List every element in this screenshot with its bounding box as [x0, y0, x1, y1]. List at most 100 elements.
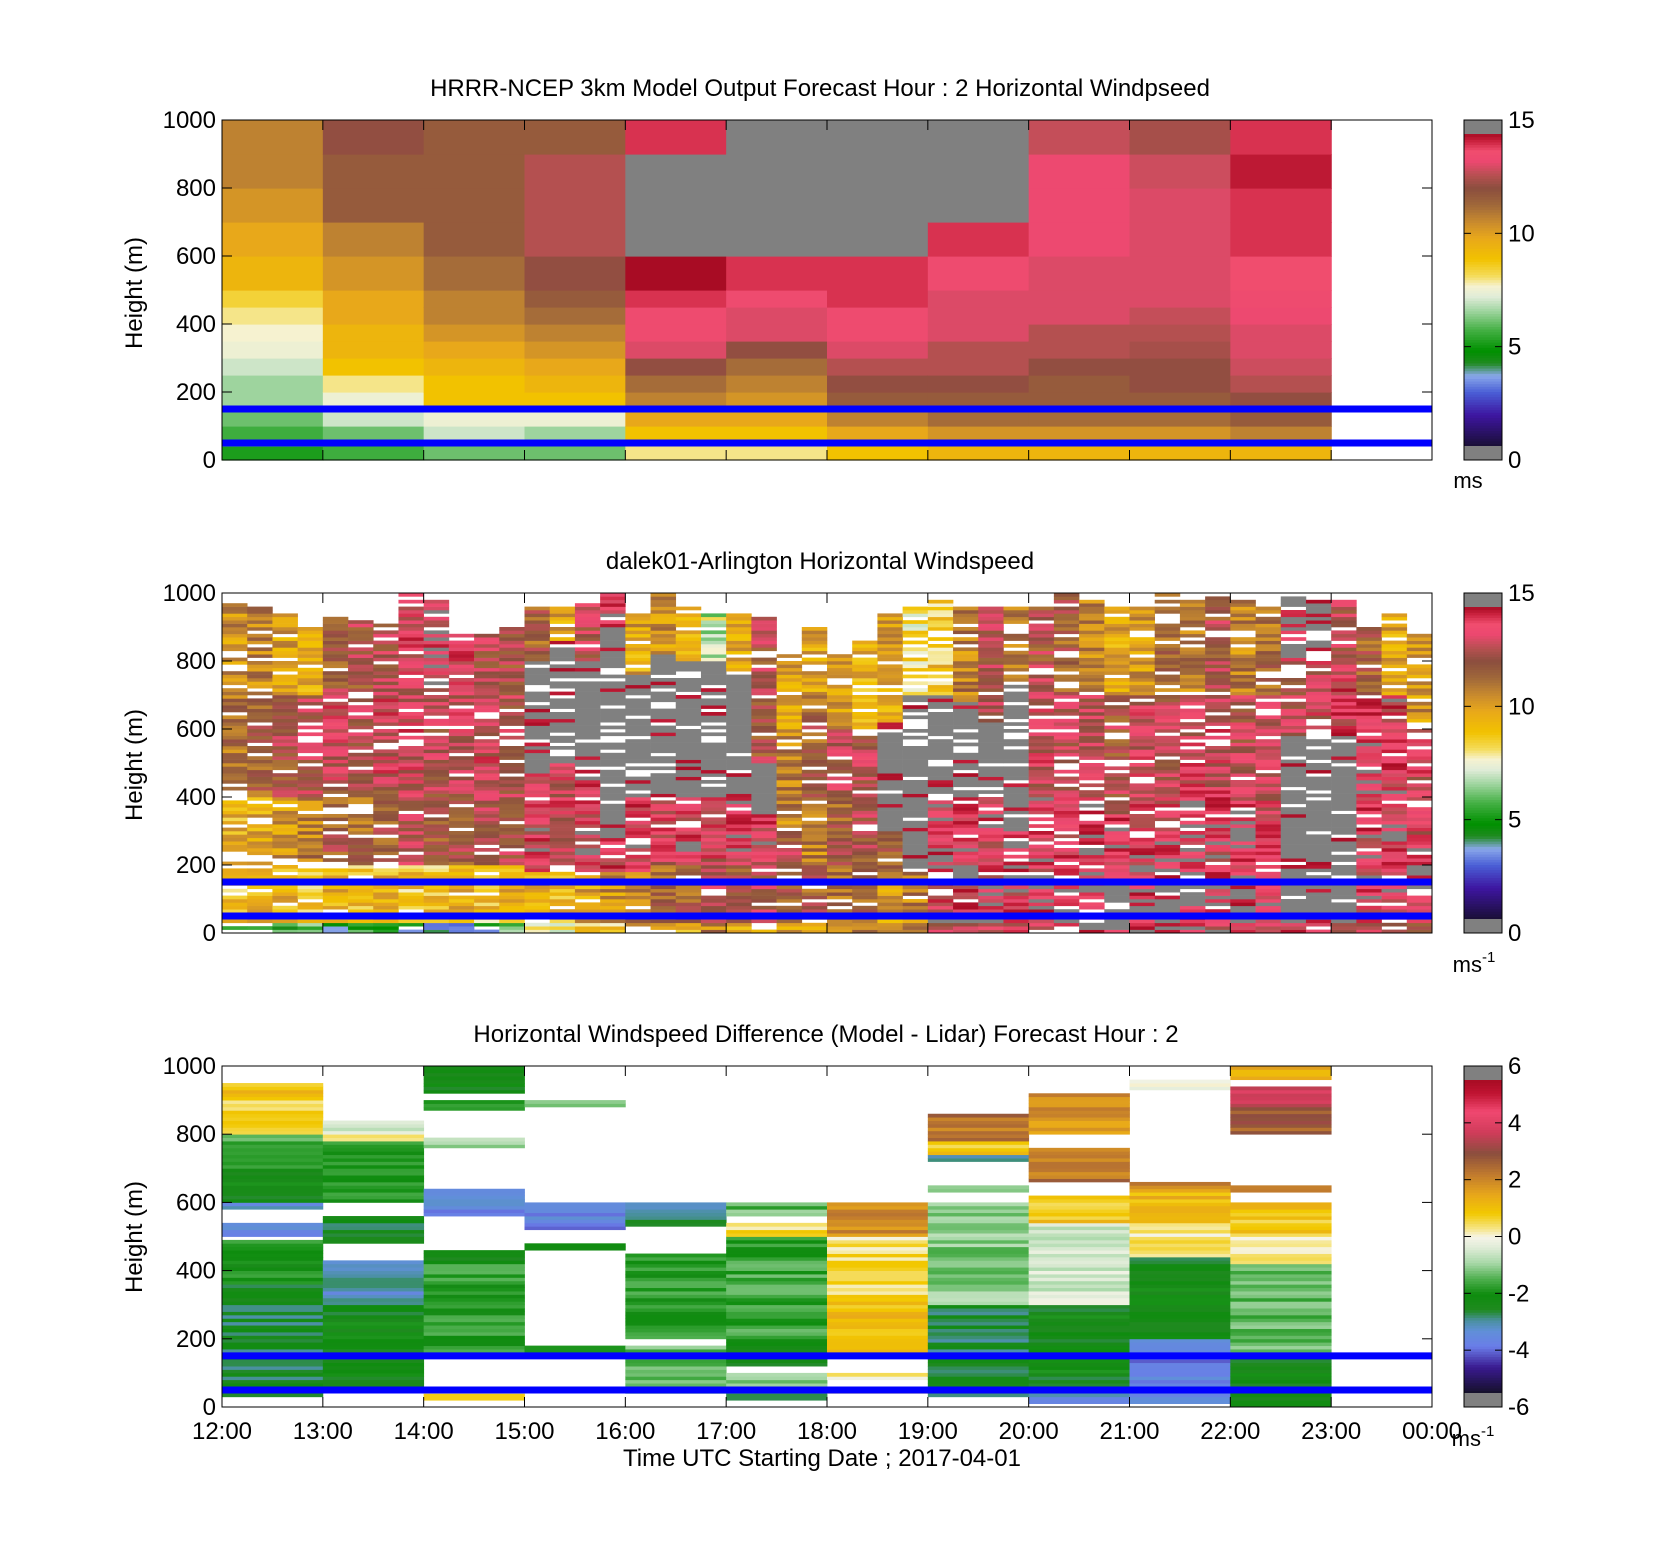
- heatmap-cell: [700, 793, 727, 798]
- heatmap-cell: [1028, 783, 1055, 788]
- heatmap-cell: [1230, 892, 1256, 896]
- heatmap-cell: [524, 783, 551, 788]
- colorbar-swatch: [1464, 633, 1502, 637]
- heatmap-cell: [953, 742, 979, 747]
- heatmap-cell: [801, 674, 828, 679]
- heatmap-cell: [222, 154, 324, 189]
- heatmap-cell: [322, 1171, 425, 1176]
- heatmap-cell: [549, 861, 576, 866]
- colorbar-swatch: [1464, 778, 1502, 782]
- heatmap-cell: [499, 871, 525, 876]
- heatmap-cell: [423, 929, 450, 934]
- heatmap-cell: [297, 786, 324, 791]
- heatmap-cell: [272, 875, 298, 879]
- heatmap-cell: [625, 861, 651, 866]
- heatmap-cell: [574, 705, 601, 709]
- heatmap-cell: [1179, 603, 1206, 607]
- heatmap-cell: [650, 786, 677, 791]
- heatmap-cell: [927, 256, 1030, 291]
- heatmap-cell: [348, 824, 374, 828]
- heatmap-cell: [398, 654, 424, 658]
- heatmap-cell: [978, 844, 1004, 849]
- heatmap-cell: [423, 341, 526, 359]
- heatmap-cell: [322, 1158, 425, 1162]
- heatmap-cell: [1028, 644, 1055, 648]
- heatmap-cell: [574, 875, 601, 879]
- heatmap-cell: [524, 640, 551, 645]
- heatmap-cell: [852, 712, 878, 716]
- heatmap-cell: [348, 654, 374, 658]
- heatmap-cell: [927, 854, 954, 859]
- heatmap-cell: [398, 616, 424, 621]
- heatmap-cell: [1154, 899, 1181, 903]
- heatmap-cell: [222, 1243, 324, 1248]
- heatmap-cell: [499, 705, 525, 709]
- colorbar-swatch: [1464, 144, 1502, 148]
- heatmap-cell: [1129, 188, 1231, 223]
- heatmap-cell: [877, 623, 903, 628]
- heatmap-cell: [902, 695, 929, 699]
- heatmap-cell: [524, 606, 551, 611]
- heatmap-cell: [1406, 868, 1433, 873]
- heatmap-cell: [776, 926, 803, 930]
- heatmap-cell: [776, 749, 803, 754]
- heatmap-cell: [499, 899, 525, 903]
- heatmap-cell: [902, 786, 929, 791]
- heatmap-cell: [499, 674, 525, 679]
- colorbar-top-cap: [1464, 120, 1502, 134]
- heatmap-cell: [398, 803, 424, 808]
- heatmap-cell: [398, 868, 424, 873]
- heatmap-cell: [650, 848, 677, 852]
- colorbar-swatch: [1464, 149, 1502, 153]
- heatmap-cell: [574, 776, 601, 781]
- heatmap-cell: [1305, 861, 1332, 866]
- heatmap-cell: [373, 926, 399, 930]
- heatmap-cell: [877, 793, 903, 798]
- heatmap-cell: [978, 701, 1004, 706]
- heatmap-cell: [1154, 742, 1181, 747]
- heatmap-cell: [1129, 875, 1156, 879]
- heatmap-cell: [1129, 858, 1156, 862]
- colorbar-swatch: [1464, 157, 1502, 161]
- heatmap-cell: [827, 1318, 929, 1323]
- heatmap-cell: [1028, 1331, 1130, 1336]
- heatmap-cell: [1154, 715, 1181, 720]
- heatmap-cell: [877, 875, 903, 879]
- heatmap-cell: [222, 752, 248, 757]
- heatmap-cell: [423, 1396, 525, 1401]
- heatmap-cell: [1356, 776, 1382, 781]
- heatmap-cell: [549, 899, 576, 903]
- heatmap-cell: [1179, 854, 1206, 859]
- colorbar-swatch: [1464, 887, 1502, 891]
- colorbar-swatch: [1464, 383, 1502, 387]
- heatmap-cell: [927, 1144, 1030, 1149]
- heatmap-cell: [978, 769, 1004, 774]
- colorbar-swatch: [1464, 861, 1502, 865]
- heatmap-cell: [1104, 783, 1130, 788]
- heatmap-cell: [222, 780, 248, 784]
- heatmap-cell: [348, 657, 374, 662]
- heatmap-cell: [953, 620, 979, 624]
- heatmap-cell: [877, 712, 903, 716]
- heatmap-cell: [726, 1301, 828, 1306]
- heatmap-cell: [1028, 664, 1055, 669]
- heatmap-cell: [827, 929, 853, 934]
- heatmap-cell: [423, 1291, 525, 1295]
- heatmap-cell: [726, 1209, 828, 1214]
- heatmap-cell: [1255, 780, 1282, 784]
- heatmap-cell: [625, 1331, 727, 1336]
- heatmap-cell: [1129, 341, 1231, 359]
- heatmap-cell: [1331, 790, 1357, 794]
- heatmap-cell: [549, 851, 576, 856]
- heatmap-cell: [801, 759, 828, 764]
- heatmap-cell: [1356, 899, 1382, 903]
- heatmap-cell: [1079, 603, 1105, 607]
- heatmap-cell: [1104, 766, 1130, 771]
- heatmap-cell: [322, 929, 349, 934]
- heatmap-cell: [423, 786, 450, 791]
- heatmap-cell: [1255, 695, 1282, 699]
- heatmap-cell: [524, 324, 626, 342]
- heatmap-cell: [1154, 610, 1181, 614]
- heatmap-cell: [423, 766, 450, 771]
- heatmap-cell: [423, 1076, 525, 1081]
